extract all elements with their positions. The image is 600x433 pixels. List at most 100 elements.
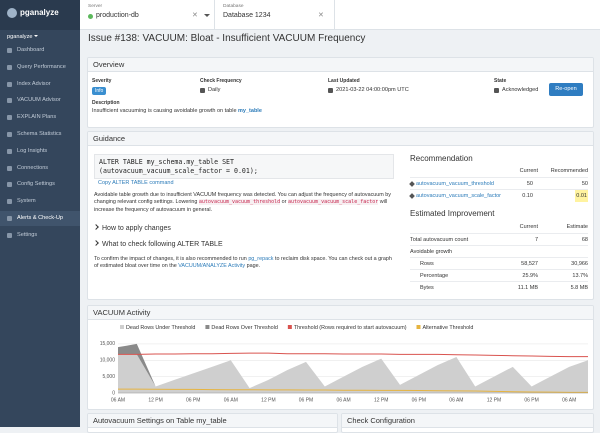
check-config-panel: Check Configuration: [341, 413, 594, 433]
legend-label: Threshold (Rows required to start autova…: [294, 325, 407, 331]
panel-heading: Autovacuum Settings on Table my_table: [88, 414, 337, 428]
table-link[interactable]: my_table: [238, 108, 262, 114]
area: [118, 354, 588, 393]
server-label: Server: [88, 4, 103, 9]
table-row: Total autovacuum count 7 68: [410, 233, 588, 245]
nav-item[interactable]: Alerts & Check-Up: [0, 211, 80, 226]
estimate: 30,966: [571, 261, 588, 267]
estimate: 5.8 MB: [570, 285, 588, 291]
line: [118, 388, 588, 393]
nav-item[interactable]: Settings: [0, 228, 80, 243]
description: Insufficient vacuuming is causing avoida…: [92, 108, 262, 114]
metric-name: Avoidable growth: [410, 249, 453, 255]
nav-item[interactable]: Dashboard: [0, 43, 80, 58]
y-tick-label: 10,000: [100, 358, 116, 364]
text: will increase the frequency of autovacuu…: [94, 199, 388, 213]
recommended: 50: [581, 181, 588, 187]
link[interactable]: VACUUM/ANALYZE Activity: [178, 263, 246, 270]
link[interactable]: pg_repack: [248, 256, 274, 262]
setting-link[interactable]: autovacuum_vacuum_scale_factor: [416, 193, 501, 199]
section-heading: Estimated Improvement: [410, 209, 495, 218]
metric-name: Total autovacuum count: [410, 237, 469, 243]
legend-label: Dead Rows Under Threshold: [126, 325, 195, 331]
inline-code: autovacuum_vacuum_threshold: [198, 199, 281, 206]
table-row: Percentage 25.9% 13.7%: [410, 269, 588, 281]
legend-swatch: [287, 325, 292, 329]
text: to reclaim disk space. You can check out…: [94, 256, 392, 270]
chevron: [93, 224, 99, 230]
code-line: ALTER TABLE my_schema.my_table SET: [99, 158, 234, 166]
caret: [204, 14, 210, 20]
reopen-button[interactable]: Re-open: [549, 83, 583, 96]
nav-item[interactable]: Query Performance: [0, 60, 80, 75]
guidance-panel: Guidance ALTER TABLE my_schema.my_table …: [87, 131, 594, 300]
nav-icon: [7, 232, 12, 238]
nav-item[interactable]: Connections: [0, 161, 80, 176]
database-select[interactable]: Database Database 1234 ✕: [215, 0, 335, 30]
nav-icon: [7, 182, 12, 188]
current: 58,527: [521, 261, 538, 267]
y-tick-label: 5,000: [102, 374, 115, 380]
current: 0.10: [522, 193, 533, 199]
expander[interactable]: How to apply changes: [93, 224, 171, 232]
nav-item[interactable]: EXPLAIN Plans: [0, 110, 80, 125]
x-tick-label: 06 AM: [224, 397, 238, 403]
current: 7: [534, 237, 538, 243]
nav-icon: [7, 132, 12, 137]
x-tick-label: 12 PM: [148, 397, 162, 403]
section-heading: Recommendation: [410, 154, 473, 163]
nav-item[interactable]: System: [0, 194, 80, 209]
field-value: Info: [92, 87, 107, 95]
nav-item[interactable]: Index Advisor: [0, 77, 80, 92]
server: production-db: [96, 12, 139, 19]
nav-item[interactable]: VACUUM Advisor: [0, 93, 80, 108]
field-label: Severity: [92, 78, 112, 84]
x-tick-label: 12 PM: [487, 397, 501, 403]
setting-link[interactable]: autovacuum_vacuum_threshold: [416, 181, 494, 187]
nav-label: Connections: [17, 164, 49, 171]
nav-item[interactable]: Config Settings: [0, 177, 80, 192]
settings-panel: Autovacuum Settings on Table my_table: [87, 413, 338, 433]
caret: [34, 35, 39, 39]
expander[interactable]: What to check following ALTER TABLE: [93, 240, 223, 248]
nav-label: VACUUM Advisor: [17, 97, 61, 104]
copy-link[interactable]: Copy ALTER TABLE command: [98, 180, 174, 186]
field-label: Description: [92, 100, 120, 106]
column-header: Current: [519, 224, 538, 230]
legend-swatch: [120, 325, 124, 329]
issue-title: Issue #138: VACUUM: Bloat - Insufficient…: [88, 33, 366, 44]
nav-icon: [7, 98, 12, 104]
nav-label: Alerts & Check-Up: [17, 215, 64, 221]
logo: [7, 8, 17, 18]
x-tick-label: 06 PM: [186, 397, 200, 403]
x-tick-label: 06 AM: [337, 397, 351, 403]
expander-label: What to check following ALTER TABLE: [102, 241, 223, 248]
nav-icon: [7, 64, 12, 70]
sidebar: pganalyze pganalyze Dashboard Query Perfo…: [0, 0, 80, 427]
metric-name: Bytes: [420, 285, 434, 291]
field-value: Daily: [208, 87, 221, 93]
description-text: Insufficient vacuuming is causing avoida…: [92, 108, 239, 114]
clear-icon[interactable]: ✕: [192, 12, 198, 19]
server-select[interactable]: Server production-db ✕: [80, 0, 215, 30]
nav-item[interactable]: Log Insights: [0, 144, 80, 159]
y-tick-label: 15,000: [100, 341, 116, 347]
column-header: Recommended: [550, 168, 588, 174]
nav-label: Schema Statistics: [17, 131, 62, 137]
x-tick-label: 06 AM: [562, 397, 576, 403]
line: [118, 352, 588, 358]
org-select[interactable]: pganalyze: [7, 34, 39, 40]
x-tick-label: 06 PM: [299, 397, 313, 403]
column-header: Current: [519, 168, 538, 174]
text: Avoidable table growth due to insufficie…: [94, 192, 391, 206]
x-tick-label: 06 PM: [524, 397, 538, 403]
current: 25.9%: [522, 273, 538, 279]
field-icon: [200, 88, 205, 93]
nav-item[interactable]: Schema Statistics: [0, 127, 80, 142]
legend-label: Dead Rows Over Threshold: [211, 325, 277, 331]
nav-label: EXPLAIN Plans: [17, 114, 57, 121]
clear-icon[interactable]: ✕: [318, 12, 324, 19]
table-row: Avoidable growth: [410, 245, 588, 257]
field-value: Acknowledged: [502, 87, 539, 93]
